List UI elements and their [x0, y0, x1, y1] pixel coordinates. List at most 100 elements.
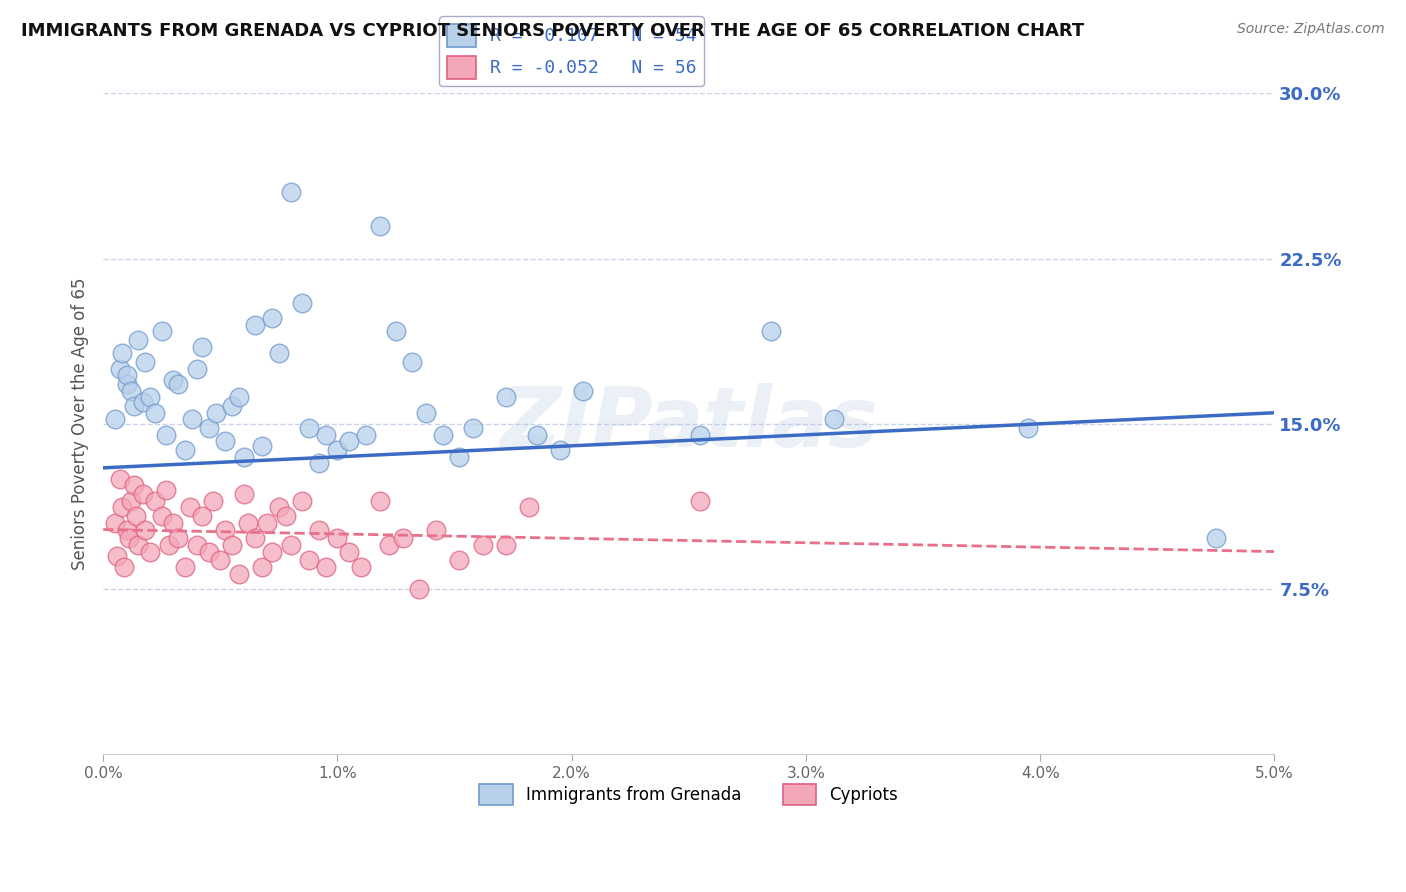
Point: [209, 553, 232, 567]
Point: [214, 523, 236, 537]
Point: [150, 324, 173, 338]
Point: [267, 500, 290, 515]
Point: [519, 500, 541, 515]
Point: [401, 355, 423, 369]
Point: [204, 406, 226, 420]
Point: [252, 439, 274, 453]
Point: [108, 361, 131, 376]
Point: [689, 427, 711, 442]
Point: [350, 560, 373, 574]
Point: [139, 544, 162, 558]
Point: [245, 532, 267, 546]
Point: [155, 427, 177, 442]
Point: [122, 478, 145, 492]
Point: [315, 560, 337, 574]
Point: [111, 346, 134, 360]
Point: [238, 516, 260, 530]
Y-axis label: Seniors Poverty Over the Age of 65: Seniors Poverty Over the Age of 65: [72, 277, 89, 570]
Point: [143, 406, 166, 420]
Point: [122, 399, 145, 413]
Point: [368, 494, 391, 508]
Point: [368, 219, 391, 233]
Point: [190, 340, 212, 354]
Point: [120, 384, 142, 398]
Point: [190, 509, 212, 524]
Point: [115, 377, 138, 392]
Point: [256, 516, 278, 530]
Point: [392, 532, 415, 546]
Point: [449, 553, 471, 567]
Point: [298, 553, 321, 567]
Point: [495, 538, 517, 552]
Point: [174, 443, 197, 458]
Point: [260, 544, 283, 558]
Point: [274, 509, 297, 524]
Point: [548, 443, 571, 458]
Legend: Immigrants from Grenada, Cypriots: Immigrants from Grenada, Cypriots: [472, 777, 905, 812]
Point: [125, 509, 148, 524]
Point: [526, 427, 548, 442]
Point: [415, 406, 437, 420]
Point: [823, 412, 845, 426]
Point: [214, 434, 236, 449]
Point: [378, 538, 401, 552]
Text: ZIPatlas: ZIPatlas: [501, 384, 877, 464]
Point: [143, 494, 166, 508]
Point: [245, 318, 267, 332]
Point: [495, 390, 517, 404]
Point: [232, 450, 254, 464]
Point: [326, 532, 349, 546]
Point: [186, 538, 208, 552]
Point: [280, 186, 302, 200]
Point: [162, 373, 184, 387]
Point: [463, 421, 485, 435]
Point: [115, 523, 138, 537]
Text: IMMIGRANTS FROM GRENADA VS CYPRIOT SENIORS POVERTY OVER THE AGE OF 65 CORRELATIO: IMMIGRANTS FROM GRENADA VS CYPRIOT SENIO…: [21, 22, 1084, 40]
Point: [108, 472, 131, 486]
Point: [228, 566, 250, 581]
Point: [181, 412, 204, 426]
Point: [221, 538, 243, 552]
Point: [139, 390, 162, 404]
Point: [186, 361, 208, 376]
Point: [104, 412, 127, 426]
Point: [167, 532, 190, 546]
Point: [291, 295, 314, 310]
Point: [111, 500, 134, 515]
Point: [120, 494, 142, 508]
Point: [315, 427, 337, 442]
Point: [228, 390, 250, 404]
Point: [118, 532, 141, 546]
Point: [385, 324, 408, 338]
Point: [471, 538, 494, 552]
Point: [221, 399, 243, 413]
Point: [408, 582, 430, 596]
Point: [104, 516, 127, 530]
Point: [1017, 421, 1039, 435]
Point: [308, 457, 330, 471]
Point: [179, 500, 201, 515]
Point: [174, 560, 197, 574]
Point: [167, 377, 190, 392]
Point: [132, 394, 155, 409]
Point: [127, 333, 149, 347]
Point: [115, 368, 138, 383]
Point: [155, 483, 177, 497]
Point: [291, 494, 314, 508]
Point: [162, 516, 184, 530]
Text: Source: ZipAtlas.com: Source: ZipAtlas.com: [1237, 22, 1385, 37]
Point: [157, 538, 180, 552]
Point: [337, 544, 360, 558]
Point: [267, 346, 290, 360]
Point: [150, 509, 173, 524]
Point: [298, 421, 321, 435]
Point: [354, 427, 377, 442]
Point: [197, 544, 219, 558]
Point: [280, 538, 302, 552]
Point: [337, 434, 360, 449]
Point: [432, 427, 454, 442]
Point: [132, 487, 155, 501]
Point: [197, 421, 219, 435]
Point: [105, 549, 128, 563]
Point: [425, 523, 447, 537]
